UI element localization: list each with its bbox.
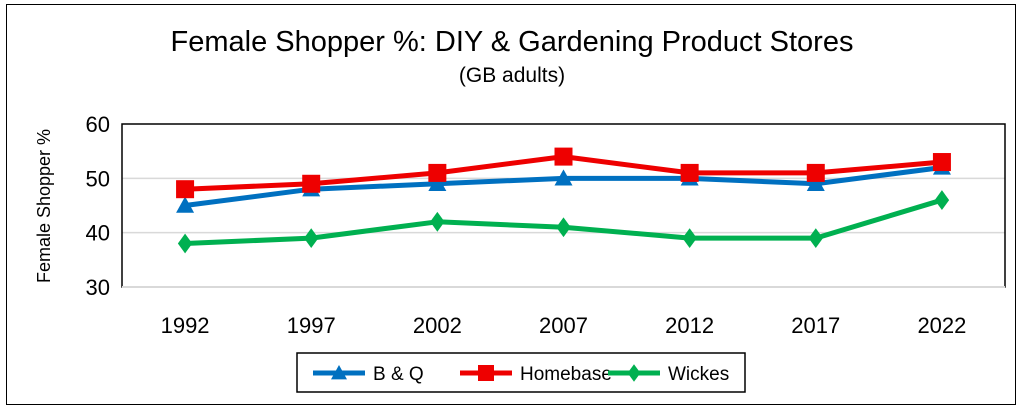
- y-tick-label: 30: [86, 275, 110, 300]
- data-point: [177, 233, 193, 254]
- chart-subtitle: (GB adults): [458, 64, 566, 87]
- chart-title: Female Shopper %: DIY & Gardening Produc…: [170, 26, 854, 58]
- data-point: [428, 174, 447, 191]
- data-point: [932, 153, 951, 172]
- x-tick-label: 2002: [413, 313, 462, 338]
- data-point: [176, 180, 195, 199]
- x-tick-label: 1997: [287, 313, 336, 338]
- data-point: [554, 147, 573, 166]
- y-tick-label: 60: [86, 112, 110, 137]
- data-point: [428, 163, 447, 182]
- y-tick-label: 40: [86, 221, 110, 246]
- legend-label: Wickes: [668, 364, 729, 385]
- y-axis-label: Female Shopper %: [34, 129, 54, 283]
- data-point: [554, 169, 573, 186]
- x-tick-label: 1992: [161, 313, 210, 338]
- legend-marker: [627, 364, 641, 382]
- data-point: [430, 211, 445, 232]
- data-point: [680, 163, 699, 182]
- data-point: [806, 163, 825, 182]
- x-tick-label: 2022: [917, 313, 966, 338]
- legend-marker: [478, 365, 494, 381]
- x-tick-label: 2007: [539, 313, 588, 338]
- data-point: [176, 196, 195, 213]
- data-point: [934, 190, 950, 210]
- data-point: [304, 228, 319, 248]
- legend-marker: [331, 365, 347, 380]
- data-point: [808, 228, 823, 248]
- data-point: [556, 217, 571, 238]
- y-tick-label: 50: [86, 166, 110, 191]
- x-tick-label: 2017: [791, 313, 840, 338]
- chart-frame: [6, 4, 1016, 405]
- data-point: [682, 228, 697, 248]
- x-tick-label: 2012: [665, 313, 714, 338]
- legend-label: B & Q: [373, 364, 424, 385]
- legend-label: Homebase: [520, 364, 612, 385]
- data-point: [806, 174, 825, 191]
- data-point: [302, 174, 321, 193]
- legend: [296, 352, 746, 393]
